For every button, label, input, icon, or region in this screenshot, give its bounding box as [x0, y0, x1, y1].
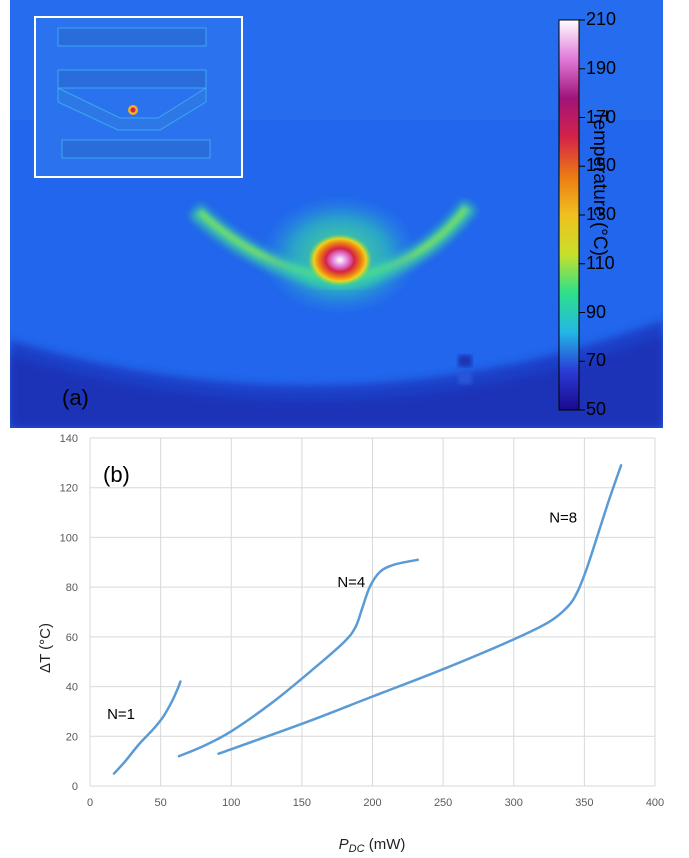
series-label: N=1 [107, 706, 135, 723]
panel-b-label: (b) [103, 462, 130, 487]
colorbar-tick-label: 50 [586, 399, 607, 419]
colorbar-title: Temperature (°C) [589, 110, 610, 256]
series-line-n8 [217, 464, 623, 755]
x-tick-label: 350 [575, 797, 593, 809]
series-label: N=4 [337, 574, 365, 591]
colorbar [558, 19, 585, 411]
y-tick-label: 140 [60, 433, 78, 445]
chart-panel: 0 20 40 60 80 100 120 140 0 50 100 150 200 250 300 350… [0, 428, 689, 858]
chart-grid [89, 437, 656, 787]
y-tick-label: 100 [60, 532, 78, 544]
x-axis-label: PDC (mW) [339, 836, 406, 855]
y-tick-label: 20 [66, 731, 78, 743]
inset-image [34, 16, 243, 178]
colorbar-tick-label: 190 [586, 57, 617, 78]
thermal-image [10, 0, 663, 428]
colorbar-tick-label: 210 [586, 9, 617, 29]
y-tick-label: 0 [72, 781, 78, 793]
colorbar-tick-label: 90 [586, 301, 607, 322]
thermal-image-panel: (a) 210 190 170 150 130 110 90 70 50 Temperature… [10, 0, 663, 428]
x-tick-labels: 0 50 100 150 200 250 300 350 400 [87, 797, 664, 809]
y-tick-label: 40 [66, 682, 78, 694]
x-tick-label: 400 [646, 797, 664, 809]
line-chart: 0 20 40 60 80 100 120 140 0 50 100 150 200 250 300 350… [37, 433, 664, 855]
chart-series: N=1 N=4 N=8 [107, 464, 623, 775]
x-axis-label-main: P [339, 836, 349, 853]
x-axis-label-unit: (mW) [365, 836, 406, 853]
panel-a-label: (a) [62, 385, 89, 410]
colorbar-tick-label: 70 [586, 350, 607, 371]
x-tick-label: 50 [155, 797, 167, 809]
x-tick-label: 100 [222, 797, 240, 809]
x-tick-label: 300 [505, 797, 523, 809]
series-label: N=8 [549, 510, 577, 527]
x-tick-label: 0 [87, 797, 93, 809]
series-line-n4 [177, 558, 419, 758]
colorbar-tick-label: 130 [586, 204, 617, 224]
x-tick-label: 150 [293, 797, 311, 809]
y-tick-labels: 0 20 40 60 80 100 120 140 [60, 433, 78, 793]
y-axis-label: ΔT (°C) [37, 623, 54, 673]
y-tick-label: 80 [66, 582, 78, 594]
colorbar-tick-label: 110 [586, 252, 615, 273]
series-line-n1 [112, 680, 182, 775]
y-tick-label: 60 [66, 632, 78, 644]
x-tick-label: 200 [363, 797, 381, 809]
x-axis-label-sub: DC [349, 843, 365, 855]
colorbar-tick-label: 170 [586, 106, 617, 127]
colorbar-tick-label: 150 [586, 155, 617, 176]
y-tick-label: 120 [60, 483, 78, 495]
x-tick-label: 250 [434, 797, 452, 809]
